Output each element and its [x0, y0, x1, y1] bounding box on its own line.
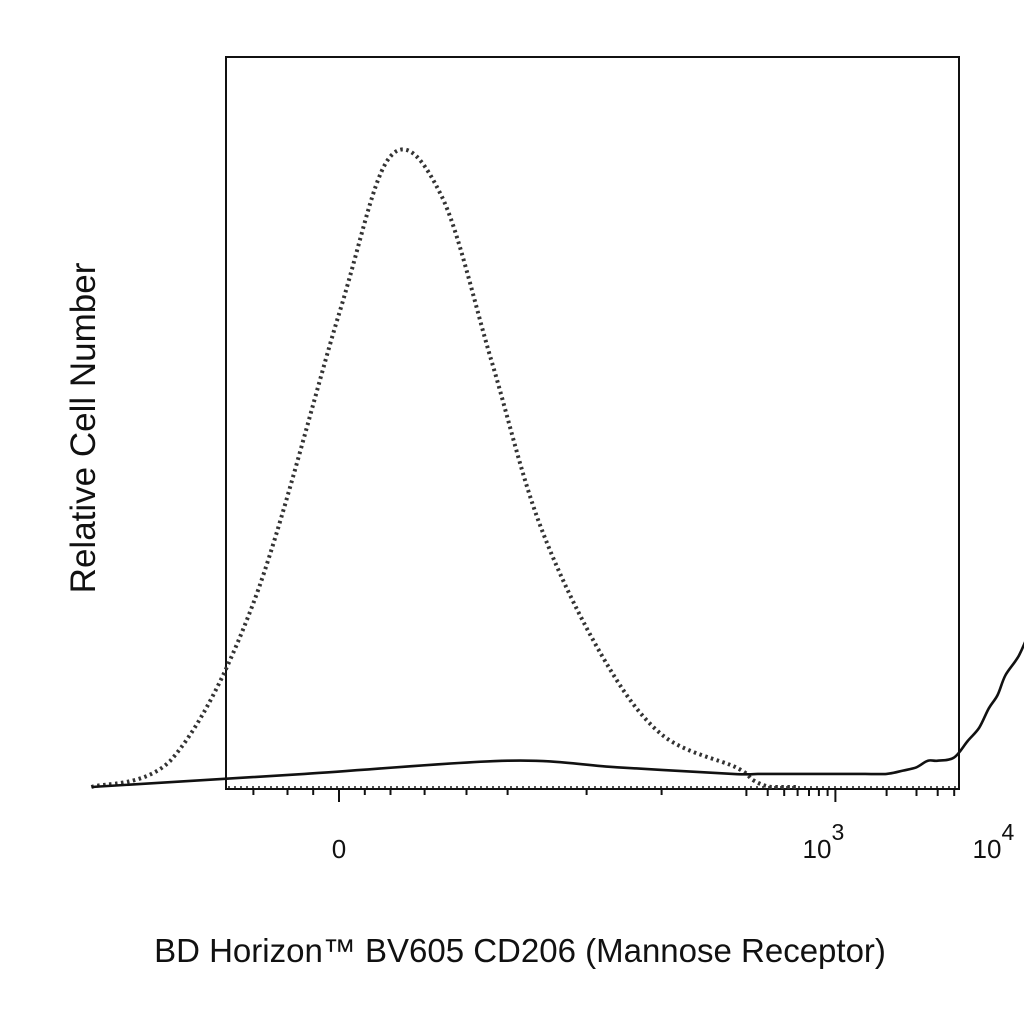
series-group [90, 147, 1024, 789]
x-axis-ticks [252, 789, 956, 802]
x-tick-label-base: 10 [973, 834, 1002, 864]
isotype-control-dotted-line [90, 147, 798, 789]
stained-sample-solid-line [91, 641, 1024, 789]
y-axis-label: Relative Cell Number [64, 262, 103, 593]
x-axis-label: BD Horizon™ BV605 CD206 (Mannose Recepto… [154, 932, 886, 969]
x-tick-label: 104 [973, 819, 1015, 864]
plot-frame [225, 56, 960, 790]
x-tick-label-exponent: 4 [1001, 819, 1014, 845]
x-tick-label-base: 10 [803, 834, 832, 864]
x-axis-tick-labels: 0103104105 [332, 819, 1015, 864]
x-tick-label: 0 [332, 834, 346, 864]
x-tick-label: 103 [803, 819, 845, 864]
x-tick-label-exponent: 3 [831, 819, 844, 845]
